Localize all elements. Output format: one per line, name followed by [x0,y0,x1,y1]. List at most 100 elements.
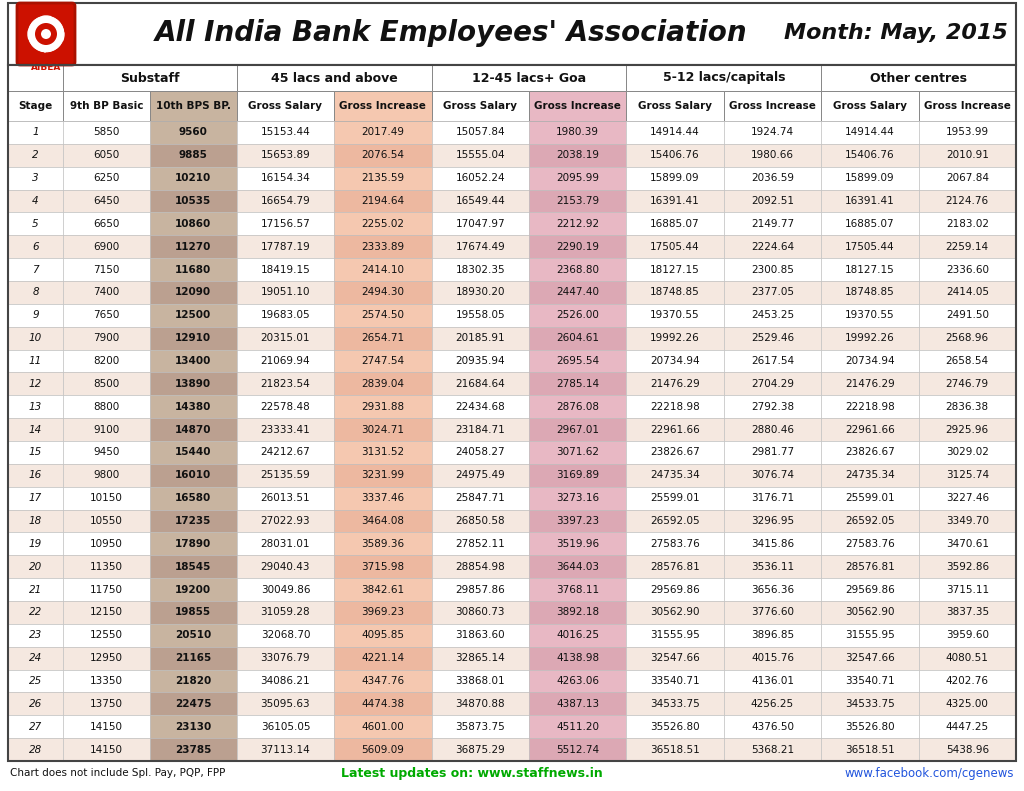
Text: 3071.62: 3071.62 [556,448,599,457]
Bar [8,486,63,509]
Text: 4511.20: 4511.20 [556,721,599,732]
Text: 22578.48: 22578.48 [260,402,310,411]
Text: Latest updates on: www.staffnews.in: Latest updates on: www.staffnews.in [341,766,602,779]
Bar [724,373,821,396]
Bar [529,441,627,464]
Bar [8,715,63,738]
Text: 7: 7 [32,264,39,274]
Text: 17674.49: 17674.49 [456,242,505,252]
Bar [821,692,919,715]
Bar [8,647,63,669]
Bar [529,258,627,281]
Bar [627,464,724,486]
Text: 35526.80: 35526.80 [845,721,895,732]
Text: 3: 3 [32,173,39,184]
Bar [529,692,627,715]
Bar [529,167,627,190]
Bar [334,715,431,738]
Text: 12150: 12150 [90,607,123,618]
Bar [8,578,63,601]
Bar [431,418,529,441]
Text: 5368.21: 5368.21 [751,744,794,755]
Bar [919,281,1016,304]
Bar [150,555,237,578]
Text: Chart does not include Spl. Pay, PQP, FPP: Chart does not include Spl. Pay, PQP, FP… [10,768,225,778]
Text: 3644.03: 3644.03 [556,562,599,572]
Text: 2447.40: 2447.40 [556,287,599,297]
Bar [334,281,431,304]
Bar [431,692,529,715]
Text: 2: 2 [32,150,39,161]
Text: 20315.01: 20315.01 [261,333,310,343]
Text: 15899.09: 15899.09 [845,173,895,184]
Bar [8,235,63,258]
Text: 2836.38: 2836.38 [946,402,989,411]
Text: 15555.04: 15555.04 [456,150,505,161]
Bar [334,532,431,555]
Text: 19855: 19855 [175,607,211,618]
Text: 3768.11: 3768.11 [556,585,599,595]
Bar [431,647,529,669]
Bar [150,441,237,464]
Bar [529,555,627,578]
Bar [237,327,334,350]
Bar [431,464,529,486]
Bar [334,235,431,258]
Text: 3536.11: 3536.11 [751,562,794,572]
Text: 11750: 11750 [90,585,123,595]
Circle shape [35,23,57,45]
Bar [150,532,237,555]
Bar [529,350,627,373]
Bar [334,91,431,121]
Bar [237,464,334,486]
Text: 4016.25: 4016.25 [556,630,599,640]
Bar [919,418,1016,441]
Bar [919,532,1016,555]
Text: 1980.66: 1980.66 [751,150,794,161]
Bar [821,532,919,555]
Text: 15440: 15440 [175,448,212,457]
Bar [334,167,431,190]
Bar [919,509,1016,532]
Bar [724,532,821,555]
Bar [150,486,237,509]
Bar [821,396,919,418]
Bar [821,167,919,190]
Bar [237,647,334,669]
Bar [627,601,724,624]
Bar [63,190,150,213]
Bar [334,738,431,761]
Bar [821,281,919,304]
Text: 27583.76: 27583.76 [845,539,895,549]
Text: 22961.66: 22961.66 [650,425,700,434]
Text: 27852.11: 27852.11 [456,539,505,549]
Text: 22: 22 [29,607,42,618]
Bar [237,715,334,738]
Bar [627,418,724,441]
Text: 7150: 7150 [93,264,120,274]
Text: 15057.84: 15057.84 [456,127,505,138]
Text: 3715.98: 3715.98 [361,562,404,572]
Bar [63,258,150,281]
Text: 14150: 14150 [90,744,123,755]
Text: 18930.20: 18930.20 [456,287,505,297]
Bar [8,418,63,441]
Bar [919,258,1016,281]
Text: 12500: 12500 [175,310,211,320]
Bar [431,281,529,304]
Bar [724,396,821,418]
Text: 14150: 14150 [90,721,123,732]
Text: 4202.76: 4202.76 [946,676,989,686]
Bar [237,167,334,190]
Bar [431,121,529,144]
Bar [8,190,63,213]
Text: 16885.07: 16885.07 [650,219,699,229]
Bar [627,304,724,327]
Text: 26850.58: 26850.58 [456,516,505,526]
Bar [8,167,63,190]
Bar [8,213,63,235]
Bar [431,373,529,396]
Text: 2333.89: 2333.89 [361,242,404,252]
Bar [431,532,529,555]
Text: All India Bank Employees' Association: All India Bank Employees' Association [156,19,748,47]
